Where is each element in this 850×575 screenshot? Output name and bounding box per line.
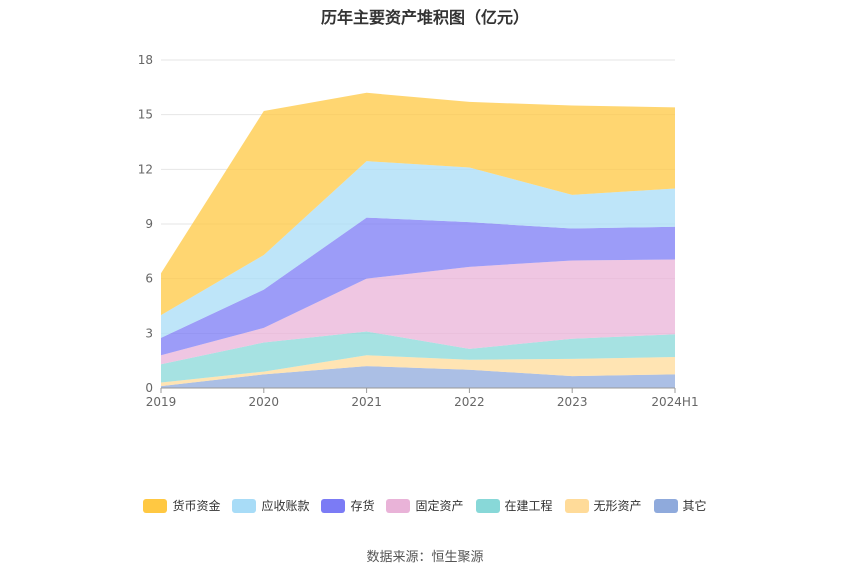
area-货币资金	[161, 92, 675, 316]
legend: 货币资金 应收账款 存货 固定资产 在建工程 无形资产 其它	[0, 497, 850, 514]
legend-swatch	[321, 498, 346, 513]
legend-item[interactable]: 固定资产	[386, 497, 464, 514]
area-其它	[161, 366, 675, 388]
legend-label: 应收账款	[261, 499, 310, 513]
area-无形资产	[161, 355, 675, 387]
legend-label: 货币资金	[172, 499, 221, 513]
legend-swatch	[653, 498, 678, 513]
chart-title: 历年主要资产堆积图（亿元）	[320, 8, 529, 27]
area-在建工程	[161, 331, 675, 383]
legend-swatch	[232, 498, 257, 513]
x-tick-label: 2021	[351, 395, 382, 409]
y-tick-label: 18	[138, 53, 153, 67]
y-tick-label: 3	[145, 326, 153, 340]
axes: 0 3 6 9 12 15 18 2019 2020 2021 2022 2023 2024H1	[138, 53, 699, 409]
y-tick-label: 0	[145, 381, 153, 395]
legend-swatch	[475, 498, 500, 513]
x-tick-label: 2020	[249, 395, 280, 409]
y-tick-label: 9	[145, 217, 153, 231]
area-应收账款	[161, 161, 675, 338]
legend-label: 固定资产	[415, 499, 464, 513]
area-固定资产	[161, 259, 675, 365]
legend-item[interactable]: 应收账款	[232, 497, 309, 514]
legend-label: 在建工程	[504, 499, 553, 513]
legend-label: 其它	[682, 499, 707, 513]
y-tick-label: 12	[138, 162, 153, 176]
data-source-note: 数据来源：恒生聚源	[366, 550, 484, 565]
legend-swatch	[143, 498, 168, 513]
x-tick-label: 2024H1	[651, 395, 698, 409]
legend-item[interactable]: 其它	[653, 497, 707, 514]
legend-item[interactable]: 货币资金	[143, 497, 220, 514]
legend-label: 存货	[350, 499, 375, 513]
legend-swatch	[564, 498, 589, 513]
x-tick-label: 2019	[146, 395, 177, 409]
legend-item[interactable]: 在建工程	[475, 497, 553, 514]
area-存货	[161, 217, 675, 356]
y-tick-label: 15	[138, 108, 153, 122]
legend-label: 无形资产	[593, 499, 642, 513]
x-tick-label: 2023	[557, 395, 588, 409]
y-tick-label: 6	[145, 272, 153, 286]
legend-swatch	[386, 498, 411, 513]
area-series	[161, 92, 675, 388]
x-tick-label: 2022	[454, 395, 485, 409]
legend-item[interactable]: 无形资产	[564, 497, 642, 514]
legend-item[interactable]: 存货	[321, 497, 374, 514]
stacked-area-chart: 0 3 6 9 12 15 18 2019 2020 2021 2022 2023 2024H1	[138, 53, 699, 409]
